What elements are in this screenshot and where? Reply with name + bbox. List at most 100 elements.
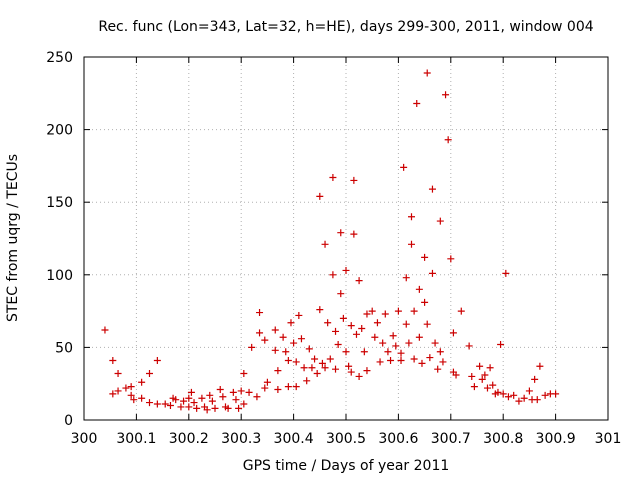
data-point: [318, 359, 326, 367]
data-point: [185, 403, 193, 411]
data-point: [444, 136, 452, 144]
data-point: [321, 364, 329, 372]
data-point: [206, 391, 214, 399]
data-point: [345, 362, 353, 370]
data-point: [297, 335, 305, 343]
data-point: [248, 343, 256, 351]
data-point: [109, 390, 117, 398]
y-tick-label: 200: [46, 123, 73, 139]
data-point: [408, 240, 415, 248]
data-point: [421, 253, 429, 261]
data-point: [384, 348, 392, 356]
data-point: [499, 390, 507, 398]
data-point: [130, 396, 138, 404]
x-tick-label: 300.9: [536, 431, 576, 447]
data-point: [172, 396, 180, 404]
data-point: [510, 391, 518, 399]
data-point: [431, 339, 439, 347]
data-point: [452, 371, 460, 379]
x-tick-label: 300.8: [483, 431, 523, 447]
data-point: [229, 388, 237, 396]
data-point: [434, 365, 442, 373]
data-point: [426, 354, 434, 362]
data-point: [305, 345, 313, 353]
x-tick-label: 300.7: [431, 431, 471, 447]
data-point: [402, 320, 410, 328]
data-point: [203, 406, 211, 414]
data-point: [465, 342, 473, 350]
data-point: [449, 329, 457, 337]
data-point: [138, 378, 146, 386]
x-tick-label: 300.2: [169, 431, 209, 447]
data-point: [303, 377, 311, 385]
data-point: [363, 310, 371, 318]
data-point: [271, 326, 279, 334]
data-point: [332, 365, 340, 373]
data-point: [279, 333, 287, 341]
data-point: [423, 320, 431, 328]
data-point: [153, 400, 161, 408]
data-point: [161, 400, 169, 408]
data-point: [324, 319, 332, 327]
data-points: [101, 69, 560, 414]
data-point: [232, 396, 240, 404]
data-point: [321, 240, 329, 248]
data-point: [292, 358, 300, 366]
data-point: [240, 370, 248, 378]
y-tick-label: 100: [46, 268, 73, 284]
axis-ticks: [83, 56, 609, 421]
data-point: [237, 387, 245, 395]
x-tick-label: 300.3: [221, 431, 261, 447]
data-point: [138, 394, 146, 402]
x-tick-label: 301: [595, 431, 622, 447]
x-tick-label: 300.6: [378, 431, 418, 447]
data-point: [442, 91, 450, 99]
data-point: [287, 319, 295, 327]
y-tick-label: 250: [46, 50, 73, 66]
data-point: [389, 332, 397, 340]
data-point: [245, 388, 253, 396]
data-point: [481, 371, 489, 379]
data-point: [423, 69, 431, 77]
data-point: [256, 329, 264, 337]
data-point: [525, 387, 533, 395]
data-point: [486, 364, 494, 372]
data-point: [334, 340, 342, 348]
data-point: [410, 355, 418, 363]
data-point: [300, 364, 308, 372]
data-point: [347, 368, 355, 376]
data-point: [342, 348, 350, 356]
data-point: [457, 307, 465, 315]
data-point: [392, 342, 400, 350]
data-point: [308, 364, 316, 372]
data-point: [355, 372, 363, 380]
data-point: [497, 340, 505, 348]
data-point: [261, 384, 269, 392]
data-point: [235, 404, 243, 412]
data-point: [101, 326, 109, 334]
data-point: [515, 397, 523, 405]
data-point: [405, 339, 413, 347]
data-point: [402, 274, 410, 282]
data-point: [316, 306, 324, 314]
data-point: [339, 314, 347, 322]
y-tick-label: 0: [64, 413, 73, 429]
data-point: [127, 391, 135, 399]
data-point: [397, 356, 405, 364]
chart-title: Rec. func (Lon=343, Lat=32, h=HE), days …: [98, 19, 593, 35]
data-point: [418, 359, 426, 367]
data-point: [193, 404, 201, 412]
y-tick-label: 50: [55, 340, 73, 356]
data-point: [360, 348, 368, 356]
data-point: [504, 393, 512, 401]
x-tick-labels: 300 300.1 300.2 300.3 300.4 300.5 300.6 300.7 30…: [71, 431, 622, 447]
data-point: [436, 348, 444, 356]
data-point: [415, 333, 423, 341]
data-point: [187, 388, 195, 396]
data-point: [410, 307, 418, 315]
data-point: [153, 356, 161, 364]
data-point: [552, 390, 560, 398]
data-point: [216, 386, 224, 394]
data-point: [122, 384, 130, 392]
data-point: [329, 174, 337, 182]
